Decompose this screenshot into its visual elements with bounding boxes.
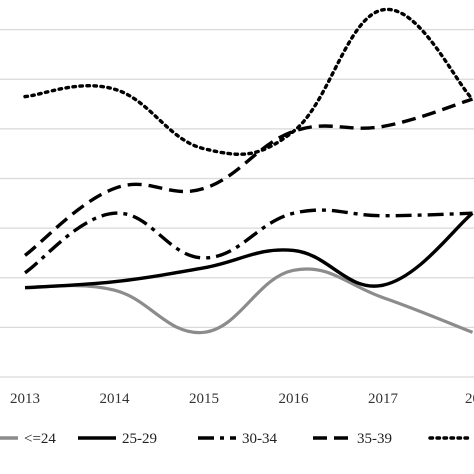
x-tick-label: 2017	[368, 391, 399, 407]
series-line-5	[23, 8, 474, 156]
series-line-3	[24, 208, 473, 275]
legend-label-2: 25-29	[122, 431, 157, 447]
x-tick-label: 2016	[279, 391, 310, 407]
series-line-4	[23, 97, 473, 257]
legend-label-4: 35-39	[357, 431, 392, 447]
legend: <=24 25-29 30-34 35-39	[0, 431, 470, 447]
x-tick-label: 2014	[100, 391, 131, 407]
legend-label-3: 30-34	[242, 431, 277, 447]
series-lines	[23, 8, 474, 335]
x-tick-label: 2013	[10, 391, 40, 407]
x-tick-label: 20	[465, 391, 474, 407]
series-line-1	[24, 267, 474, 335]
gridlines	[0, 29, 474, 378]
x-axis-tick-labels: 2013 2014 2015 2016 2017 20	[10, 391, 474, 407]
legend-label-1: <=24	[24, 431, 56, 447]
x-tick-label: 2015	[189, 391, 219, 407]
series-line-2	[24, 211, 474, 290]
